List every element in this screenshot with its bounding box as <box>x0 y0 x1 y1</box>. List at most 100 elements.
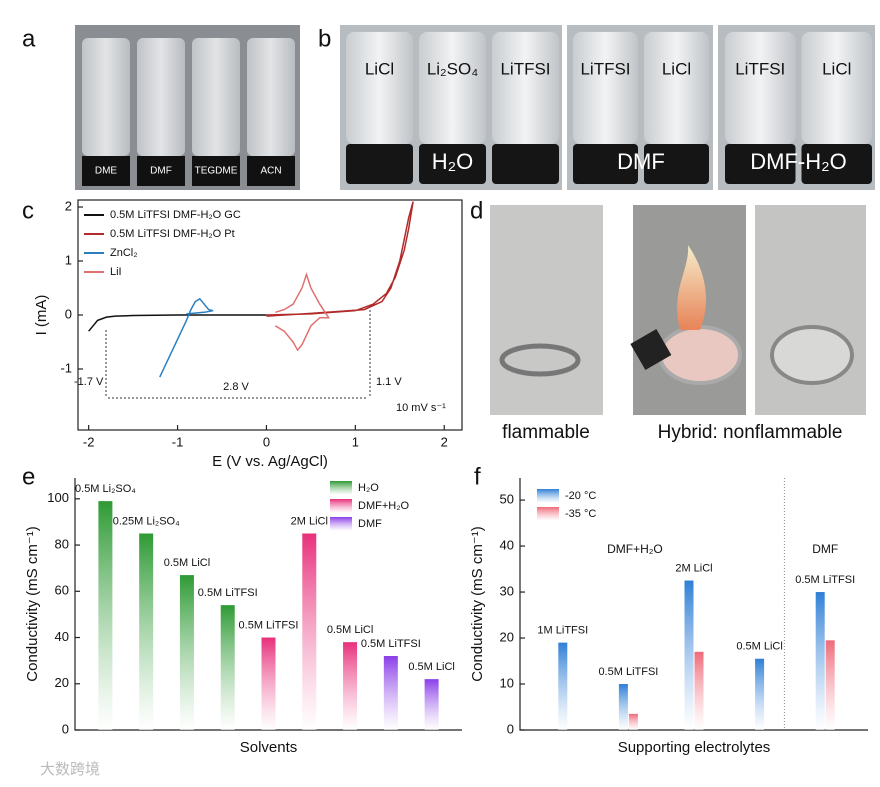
bar-label: 0.25M Li₂SO₄ <box>113 515 180 527</box>
annotation: 2.8 V <box>223 381 249 393</box>
y-tick-label: 2 <box>65 198 72 213</box>
bar <box>558 642 568 730</box>
bar <box>383 656 398 730</box>
vial-cap <box>419 144 486 184</box>
salt-label: LiTFSI <box>580 59 630 78</box>
bar <box>825 640 835 730</box>
vial-label: TEGDME <box>195 166 238 177</box>
vial-cap <box>346 144 413 184</box>
y-tick-label: 100 <box>47 490 69 505</box>
annotation: DMF+H₂O <box>607 542 663 556</box>
salt-label: LiTFSI <box>735 59 785 78</box>
annotation: DMF <box>812 542 838 556</box>
watermark: 大数跨境 <box>40 760 100 778</box>
x-axis-label: Solvents <box>240 739 298 756</box>
vial-label: ACN <box>260 166 281 177</box>
salt-label: LiCl <box>662 59 691 78</box>
legend-swatch <box>537 489 559 503</box>
annotation: -1.7 V <box>74 376 104 388</box>
cell <box>658 325 742 385</box>
legend-label: 0.5M LiTFSI DMF-H₂O Pt <box>110 228 235 240</box>
vial-cap <box>492 144 559 184</box>
panel-label: b <box>318 25 331 52</box>
solvent-caption: H₂O <box>432 149 474 174</box>
legend-label: LiI <box>110 266 122 278</box>
y-tick-label: 20 <box>500 629 514 644</box>
vial-cap <box>644 144 709 184</box>
panel-label: a <box>22 25 36 52</box>
y-axis-label: Conductivity (mS cm⁻¹) <box>469 526 486 681</box>
bar <box>618 684 628 730</box>
y-tick-label: 0 <box>507 721 514 736</box>
solvent-caption: DMF-H₂O <box>750 149 847 174</box>
annotation: 1.1 V <box>376 376 402 388</box>
panel-label: c <box>22 197 34 224</box>
salt-label: LiCl <box>822 59 851 78</box>
bar <box>261 637 276 730</box>
legend-label: -35 °C <box>565 508 596 520</box>
vial-cap <box>137 156 185 186</box>
vial-cap <box>82 156 130 186</box>
vial-label: DMF <box>150 166 172 177</box>
bar-label: 0.5M LiTFSI <box>239 619 299 631</box>
vial <box>346 32 413 144</box>
flame <box>677 245 707 330</box>
photo-d1 <box>490 205 603 415</box>
panel-label: e <box>22 463 35 490</box>
x-axis-label: E (V vs. Ag/AgCl) <box>212 453 328 470</box>
vial-cap <box>801 144 872 184</box>
vial <box>801 32 872 144</box>
y-tick-label: 40 <box>500 537 514 552</box>
salt-label: LiCl <box>365 59 394 78</box>
x-tick-label: -1 <box>172 434 184 449</box>
x-axis-label: Supporting electrolytes <box>618 739 771 756</box>
cv-curve <box>88 314 267 332</box>
y-tick-label: 60 <box>55 583 69 598</box>
y-axis-label: Conductivity (mS cm⁻¹) <box>24 526 41 681</box>
annotation: 10 mV s⁻¹ <box>396 402 446 414</box>
x-tick-label: -2 <box>83 434 95 449</box>
salt-label: LiTFSI <box>500 59 550 78</box>
legend-label: -20 °C <box>565 490 596 502</box>
y-tick-label: 0 <box>65 306 72 321</box>
y-axis-label: I (mA) <box>33 295 50 336</box>
caption: flammable <box>502 422 590 443</box>
bar <box>628 713 638 730</box>
vial <box>644 32 709 144</box>
vial <box>247 38 295 156</box>
cv-curve <box>159 297 214 378</box>
legend-swatch <box>330 499 352 513</box>
legend-swatch <box>537 507 559 521</box>
bar <box>302 533 317 730</box>
x-tick-label: 2 <box>441 434 448 449</box>
y-tick-label: 0 <box>62 721 69 736</box>
bar <box>694 651 704 730</box>
vial <box>419 32 486 144</box>
cv-curve <box>274 272 331 352</box>
bar <box>220 605 235 730</box>
bar <box>98 501 113 730</box>
bar <box>424 679 439 730</box>
y-tick-label: 80 <box>55 536 69 551</box>
y-tick-label: 1 <box>65 252 72 267</box>
vial <box>137 38 185 156</box>
x-tick-label: 1 <box>352 434 359 449</box>
vial <box>573 32 638 144</box>
bar-label: 2M LiCl <box>291 515 328 527</box>
bar <box>684 580 694 730</box>
vial-label: DME <box>95 166 118 177</box>
bar-label: 0.5M LiCl <box>164 557 210 569</box>
y-tick-label: 50 <box>500 492 514 507</box>
bar <box>755 658 765 730</box>
bar-label: 0.5M LiTFSI <box>598 666 658 678</box>
legend-label: DMF <box>358 518 382 530</box>
bar-label: 1M LiTFSI <box>537 625 588 637</box>
vial-cap <box>725 144 796 184</box>
legend-swatch <box>330 481 352 495</box>
bar <box>815 592 825 730</box>
vial-cap <box>573 144 638 184</box>
bar-label: 0.5M LiCl <box>736 641 782 653</box>
salt-label: Li₂SO₄ <box>427 59 478 78</box>
cv-curve <box>266 201 414 317</box>
